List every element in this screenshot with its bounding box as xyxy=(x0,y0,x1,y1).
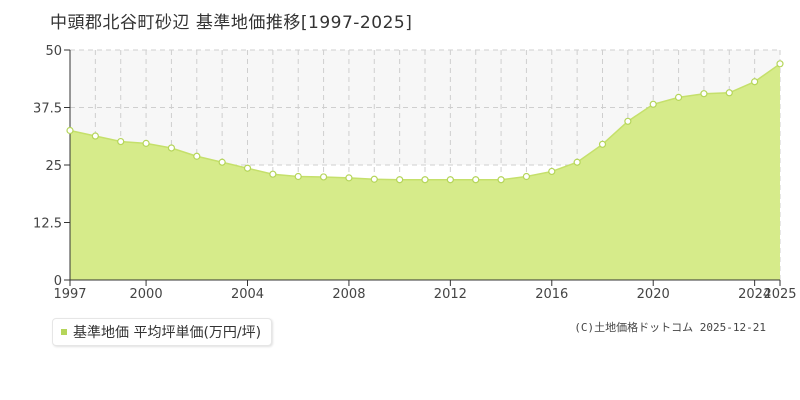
data-point xyxy=(751,78,759,86)
data-point xyxy=(573,158,581,166)
tick-label-layer: 0 12.5 25 37.5 50 1997 2000 2004 2008 2012 2016 202… xyxy=(33,44,797,302)
data-point xyxy=(624,117,632,125)
data-point xyxy=(396,176,404,184)
data-point xyxy=(66,126,74,135)
data-point xyxy=(674,93,683,101)
data-point xyxy=(548,167,556,176)
data-point xyxy=(725,89,733,97)
data-point xyxy=(649,100,657,108)
data-point xyxy=(370,175,378,183)
copyright-text: (C)土地価格ドットコム 2025-12-21 xyxy=(574,321,766,334)
data-point xyxy=(91,132,99,140)
data-point xyxy=(193,152,201,160)
y-tick-label: 50 xyxy=(45,44,62,59)
chart-title: 中頭郡北谷町砂辺 基準地価推移[1997-2025] xyxy=(50,13,413,33)
data-point xyxy=(294,172,302,181)
data-point xyxy=(598,140,607,148)
data-point xyxy=(117,137,125,146)
x-tick-label: 2016 xyxy=(535,287,568,302)
x-tick-label: 2012 xyxy=(434,287,467,302)
y-tick-label: 12.5 xyxy=(33,217,62,232)
series-area xyxy=(70,63,780,280)
data-point xyxy=(776,60,784,68)
x-tick-label: 2025 xyxy=(763,287,796,302)
data-point xyxy=(243,164,252,172)
marker-layer xyxy=(66,60,784,184)
data-point xyxy=(700,90,708,98)
y-tick-label: 0 xyxy=(54,274,62,289)
data-point xyxy=(319,173,328,181)
legend-label: 基準地価 平均坪単価(万円/坪) xyxy=(73,325,262,341)
data-point xyxy=(345,174,353,182)
data-point xyxy=(142,139,150,147)
data-point xyxy=(421,176,429,184)
x-tick-label: 2004 xyxy=(231,287,264,302)
data-point xyxy=(522,172,531,181)
legend: 基準地価 平均坪単価(万円/坪) xyxy=(52,318,273,346)
x-tick-label: 2008 xyxy=(332,287,365,302)
x-tick-label: 2000 xyxy=(130,287,163,302)
legend-marker-icon xyxy=(61,329,67,335)
y-tick-label: 25 xyxy=(45,159,62,174)
axes-layer xyxy=(64,49,781,286)
x-tick-label: 2020 xyxy=(637,287,670,302)
data-point xyxy=(218,158,226,166)
data-point xyxy=(269,170,277,178)
y-tick-label: 37.5 xyxy=(33,102,62,117)
data-point xyxy=(497,176,505,184)
x-tick-label: 1997 xyxy=(53,287,86,302)
data-point xyxy=(446,176,454,184)
data-point xyxy=(167,144,176,152)
data-point xyxy=(472,176,480,184)
x-tick-label: 2024 xyxy=(738,287,771,302)
